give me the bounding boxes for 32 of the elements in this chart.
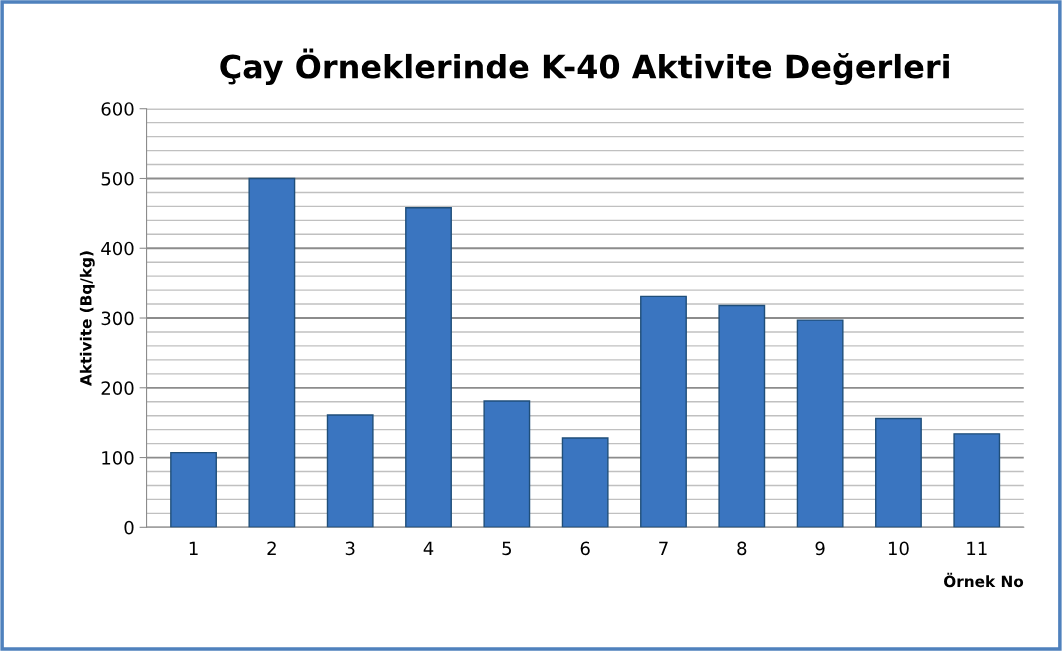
bar: [326, 414, 374, 528]
bar: [953, 433, 1001, 528]
y-tick-label: 400: [101, 241, 134, 256]
bar: [170, 451, 217, 528]
x-tick-label: 4: [423, 541, 434, 555]
x-tick-label: 1: [189, 541, 198, 555]
bar: [796, 319, 844, 528]
x-tick-label: 5: [502, 541, 512, 556]
chart-title: Çay Örneklerinde K-40 Aktivite Değerleri: [220, 48, 949, 86]
y-tick-label: 300: [101, 311, 134, 326]
y-tick-label: 100: [102, 451, 134, 465]
x-tick-label: 10: [888, 541, 909, 556]
x-tick-label: 9: [815, 541, 825, 556]
x-tick-label: 8: [737, 541, 747, 556]
x-tick-label: 7: [659, 541, 668, 555]
bar: [483, 400, 531, 528]
y-tick-label: 200: [101, 381, 134, 395]
y-tick-label: 0: [124, 520, 134, 535]
y-tick-label: 500: [101, 171, 134, 186]
x-tick-label: 2: [267, 541, 276, 555]
bar: [561, 437, 609, 528]
x-tick-label: 6: [580, 541, 590, 556]
x-axis-title: Örnek No: [944, 572, 1024, 588]
bar: [875, 417, 922, 528]
bar: [718, 304, 766, 528]
y-axis-title: Aktivite (Bq/kg): [79, 251, 95, 386]
bar: [640, 295, 687, 528]
x-tick-label: 11: [967, 541, 987, 555]
bar: [405, 207, 452, 528]
x-tick-label: 3: [345, 541, 355, 556]
y-tick-label: 600: [101, 102, 134, 116]
bar: [248, 177, 296, 528]
